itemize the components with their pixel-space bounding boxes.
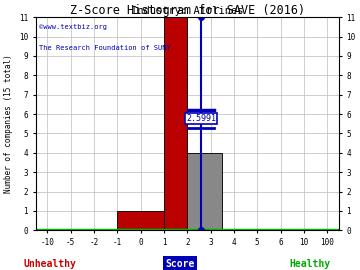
Text: 2.5991: 2.5991 [186,114,216,123]
Bar [117,211,164,230]
Text: Industry: Airlines: Industry: Airlines [131,6,243,16]
Text: ©www.textbiz.org: ©www.textbiz.org [39,23,107,29]
Bar [187,153,222,230]
Text: Healthy: Healthy [289,259,330,269]
Text: Unhealthy: Unhealthy [24,259,77,269]
Text: Score: Score [165,259,195,269]
Y-axis label: Number of companies (15 total): Number of companies (15 total) [4,54,13,193]
Text: The Research Foundation of SUNY: The Research Foundation of SUNY [39,45,170,51]
Title: Z-Score Histogram for SAVE (2016): Z-Score Histogram for SAVE (2016) [70,4,305,17]
Bar [164,17,187,230]
